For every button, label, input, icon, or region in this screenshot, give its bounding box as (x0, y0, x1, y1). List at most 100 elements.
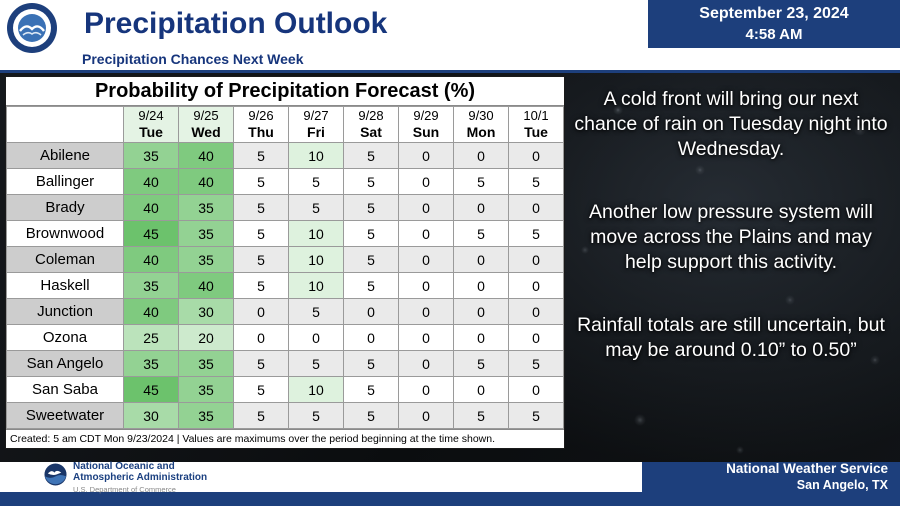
pop-cell: 40 (123, 168, 179, 196)
pop-cell: 10 (288, 142, 344, 170)
footer-org: National Weather Service (726, 461, 888, 477)
pop-cell: 5 (453, 350, 509, 378)
col-header: 9/25 Wed (178, 105, 234, 144)
pop-cell: 35 (178, 350, 234, 378)
pop-cell: 5 (508, 220, 564, 248)
table-row: Brady 40 35 5 5 5 0 0 0 (6, 194, 564, 222)
pop-cell: 5 (343, 376, 399, 404)
noaa-line1: National Oceanic and (73, 460, 175, 472)
pop-cell: 0 (398, 350, 454, 378)
pop-cell: 0 (508, 194, 564, 222)
pop-cell: 5 (233, 272, 289, 300)
pop-cell: 5 (288, 168, 344, 196)
pop-cell: 0 (398, 194, 454, 222)
pop-cell: 40 (178, 168, 234, 196)
pop-cell: 40 (178, 142, 234, 170)
row-location: San Angelo (6, 350, 124, 378)
pop-cell: 0 (398, 324, 454, 352)
table-row: Ballinger 40 40 5 5 5 0 5 5 (6, 168, 564, 196)
pop-cell: 10 (288, 246, 344, 274)
table-row: Sweetwater 30 35 5 5 5 0 5 5 (6, 402, 564, 430)
noaa-block: National Oceanic and Atmospheric Adminis… (44, 461, 207, 494)
pop-cell: 0 (453, 194, 509, 222)
table-title: Probability of Precipitation Forecast (%… (6, 77, 564, 106)
pop-cell: 20 (178, 324, 234, 352)
row-location: San Saba (6, 376, 124, 404)
pop-cell: 35 (178, 194, 234, 222)
pop-cell: 0 (453, 376, 509, 404)
pop-cell: 5 (343, 168, 399, 196)
table-row: Coleman 40 35 5 10 5 0 0 0 (6, 246, 564, 274)
pop-cell: 0 (398, 220, 454, 248)
pop-cell: 0 (398, 376, 454, 404)
table-row: Brownwood 45 35 5 10 5 0 5 5 (6, 220, 564, 248)
col-header: 9/28 Sat (343, 105, 399, 144)
row-location: Brownwood (6, 220, 124, 248)
pop-cell: 0 (508, 376, 564, 404)
table-row: San Angelo 35 35 5 5 5 0 5 5 (6, 350, 564, 378)
pop-cell: 0 (288, 324, 344, 352)
pop-cell: 5 (233, 376, 289, 404)
noaa-text: National Oceanic and Atmospheric Adminis… (73, 461, 207, 494)
pop-cell: 5 (343, 402, 399, 430)
pop-cell: 5 (343, 350, 399, 378)
pop-cell: 35 (123, 142, 179, 170)
pop-cell: 0 (508, 324, 564, 352)
footer-office-box: National Weather Service San Angelo, TX (642, 461, 900, 492)
noaa-line3: U.S. Department of Commerce (73, 484, 176, 494)
table-row: Haskell 35 40 5 10 5 0 0 0 (6, 272, 564, 300)
pop-cell: 0 (233, 298, 289, 326)
narrative-paragraph: Rainfall totals are still uncertain, but… (577, 313, 885, 361)
pop-cell: 5 (508, 402, 564, 430)
pop-cell: 0 (343, 298, 399, 326)
noaa-line2: Atmospheric Administration (73, 472, 208, 483)
pop-cell: 0 (453, 246, 509, 274)
pop-cell: 10 (288, 220, 344, 248)
pop-cell: 5 (288, 350, 344, 378)
pop-cell: 35 (178, 402, 234, 430)
pop-cell: 5 (343, 272, 399, 300)
pop-cell: 5 (288, 298, 344, 326)
col-header: 9/30 Mon (453, 105, 509, 144)
pop-cell: 35 (178, 246, 234, 274)
pop-cell: 35 (178, 220, 234, 248)
footer-bar: National Oceanic and Atmospheric Adminis… (0, 461, 900, 494)
table-row: San Saba 45 35 5 10 5 0 0 0 (6, 376, 564, 404)
row-location: Abilene (6, 142, 124, 170)
main-content: Probability of Precipitation Forecast (%… (0, 73, 900, 462)
narrative-paragraph: Another low pressure system will move ac… (589, 200, 873, 273)
pop-cell: 35 (123, 272, 179, 300)
pop-cell: 0 (453, 142, 509, 170)
narrative-paragraph: A cold front will bring our next chance … (574, 88, 888, 160)
pop-cell: 35 (123, 350, 179, 378)
pop-cell: 35 (178, 376, 234, 404)
pop-cell: 5 (233, 220, 289, 248)
pop-cell: 0 (453, 272, 509, 300)
pop-cell: 0 (233, 324, 289, 352)
pop-cell: 5 (233, 402, 289, 430)
pop-cell: 0 (508, 272, 564, 300)
corner-cell (6, 105, 124, 144)
pop-table-panel: Probability of Precipitation Forecast (%… (5, 76, 565, 450)
pop-cell: 5 (508, 350, 564, 378)
row-location: Ozona (6, 324, 124, 352)
subtitle-strip: Precipitation Chances Next Week (0, 48, 900, 73)
pop-cell: 10 (288, 272, 344, 300)
col-header: 9/24 Tue (123, 105, 179, 144)
pop-cell: 0 (398, 246, 454, 274)
pop-cell: 5 (508, 168, 564, 196)
datetime-box: September 23, 2024 4:58 AM (648, 0, 900, 48)
table-header-row: 9/24 Tue 9/25 Wed 9/26 Thu 9/27 Fri 9/28 Sat 9/29 S… (6, 105, 564, 144)
nws-logo-icon (6, 2, 58, 54)
pop-cell: 5 (453, 402, 509, 430)
row-location: Haskell (6, 272, 124, 300)
pop-cell: 5 (343, 246, 399, 274)
row-location: Junction (6, 298, 124, 326)
pop-cell: 40 (123, 194, 179, 222)
pop-cell: 5 (233, 142, 289, 170)
subtitle-text: Precipitation Chances Next Week (82, 51, 304, 67)
pop-cell: 0 (398, 272, 454, 300)
table-row: Ozona 25 20 0 0 0 0 0 0 (6, 324, 564, 352)
row-location: Brady (6, 194, 124, 222)
pop-cell: 30 (123, 402, 179, 430)
